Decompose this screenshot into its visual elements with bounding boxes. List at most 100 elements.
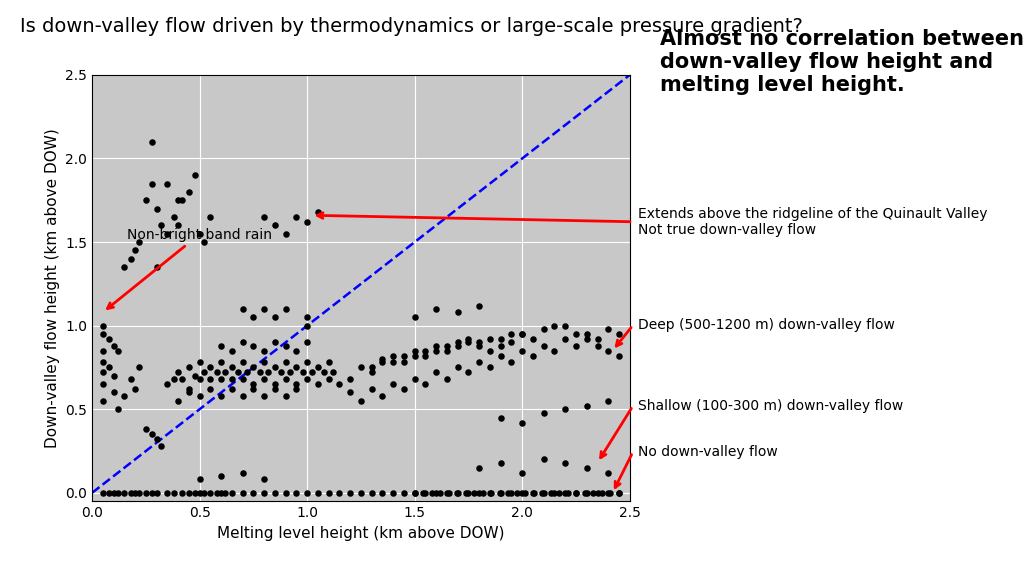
Point: [579, 329, 595, 339]
Point: [217, 488, 233, 497]
Point: [196, 237, 212, 247]
Point: [148, 435, 165, 444]
Point: [395, 358, 412, 367]
Point: [332, 380, 348, 389]
Text: Almost no correlation between
down-valley flow height and
melting level height.: Almost no correlation between down-valle…: [660, 29, 1024, 95]
Point: [438, 341, 455, 350]
Point: [148, 204, 165, 213]
Point: [246, 380, 262, 389]
Point: [418, 351, 434, 361]
Point: [493, 341, 509, 350]
Point: [94, 358, 112, 367]
Point: [504, 358, 520, 367]
Point: [364, 368, 380, 377]
Point: [213, 341, 229, 350]
Point: [342, 388, 358, 397]
Point: [299, 313, 315, 322]
Point: [504, 488, 520, 497]
Point: [493, 335, 509, 344]
Point: [266, 221, 283, 230]
Point: [492, 488, 508, 497]
Point: [332, 488, 348, 497]
Point: [101, 488, 118, 497]
Point: [209, 368, 225, 377]
Point: [213, 374, 229, 384]
Point: [223, 374, 240, 384]
Point: [428, 488, 444, 497]
Point: [234, 358, 251, 367]
Point: [535, 488, 551, 497]
Point: [234, 391, 251, 400]
Point: [557, 321, 573, 330]
Point: [131, 363, 147, 372]
Point: [321, 374, 337, 384]
Point: [514, 346, 530, 355]
Point: [514, 488, 530, 497]
Point: [234, 374, 251, 384]
Point: [278, 374, 294, 384]
Point: [364, 488, 380, 497]
Point: [428, 304, 444, 313]
Point: [543, 488, 559, 497]
Point: [557, 488, 573, 497]
Point: [352, 488, 370, 497]
Point: [407, 374, 423, 384]
Point: [547, 321, 563, 330]
Point: [110, 404, 126, 414]
Point: [547, 346, 563, 355]
Text: Is down-valley flow driven by thermodynamics or large-scale pressure gradient?: Is down-valley flow driven by thermodyna…: [20, 17, 804, 36]
Point: [438, 488, 455, 497]
Point: [375, 354, 391, 363]
Point: [395, 351, 412, 361]
Point: [509, 488, 525, 497]
Point: [471, 338, 487, 347]
Point: [217, 368, 233, 377]
Point: [524, 335, 541, 344]
Point: [256, 358, 272, 367]
Point: [127, 246, 143, 255]
Point: [246, 385, 262, 394]
Point: [560, 488, 577, 497]
Point: [493, 458, 509, 467]
Point: [137, 488, 155, 497]
Point: [289, 213, 305, 222]
Point: [493, 351, 509, 361]
Point: [234, 468, 251, 478]
Point: [450, 341, 466, 350]
Point: [94, 329, 112, 339]
Point: [127, 488, 143, 497]
Point: [110, 346, 126, 355]
Point: [325, 368, 341, 377]
Point: [514, 468, 530, 478]
Point: [180, 363, 197, 372]
Point: [110, 488, 126, 497]
Point: [407, 351, 423, 361]
Point: [551, 488, 567, 497]
Point: [187, 170, 204, 180]
Point: [504, 329, 520, 339]
Point: [514, 329, 530, 339]
Point: [424, 488, 440, 497]
Point: [557, 458, 573, 467]
Point: [116, 488, 133, 497]
Point: [278, 358, 294, 367]
Point: [260, 368, 276, 377]
Point: [407, 488, 423, 497]
Text: Non-bright band rain: Non-bright band rain: [108, 228, 271, 309]
Point: [450, 488, 466, 497]
Point: [600, 396, 616, 406]
Point: [213, 358, 229, 367]
Point: [299, 338, 315, 347]
Point: [101, 335, 118, 344]
Point: [428, 368, 444, 377]
Point: [303, 368, 319, 377]
Point: [299, 358, 315, 367]
Point: [180, 385, 197, 394]
Point: [385, 380, 401, 389]
Point: [524, 488, 541, 497]
Point: [174, 196, 190, 205]
Point: [299, 321, 315, 330]
Point: [610, 488, 627, 497]
Point: [127, 385, 143, 394]
Point: [536, 488, 552, 497]
